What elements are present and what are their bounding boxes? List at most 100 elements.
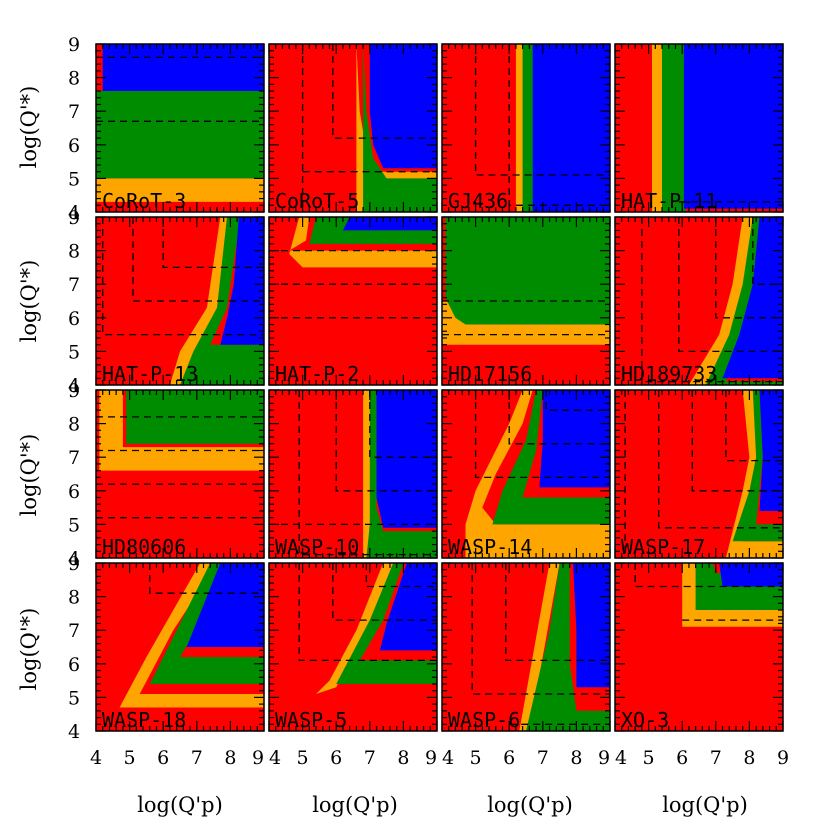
x-tick-label: 5 [643,747,655,769]
x-tick-label: 8 [570,747,582,769]
x-tick-label: 9 [425,747,437,769]
y-tick-label: 4 [68,721,80,743]
tick-marks [614,562,784,732]
y-axis-label: log(Q'*) [17,86,41,169]
panel-title: WASP-5 [275,708,347,732]
region-green [149,563,264,684]
x-tick-label: 8 [397,747,409,769]
region-orange [519,563,560,731]
panel-frame [441,389,611,559]
dashed-contour [658,390,783,529]
panel-title: GJ436 [448,189,508,213]
region-green [445,217,610,325]
x-axis-label: log(Q'p) [662,793,748,817]
region-blue [759,390,783,511]
panel-frame [268,43,438,213]
panel-frame [95,216,265,386]
tick-marks [268,562,438,732]
tick-marks [268,43,438,213]
dashed-contour [545,390,610,411]
region-blue [102,44,264,91]
tick-marks [268,389,438,559]
panel-title: CoRoT-5 [275,189,359,213]
y-tick-label: 7 [68,101,80,123]
dashed-contour [508,390,610,445]
region-orange [442,301,610,345]
x-tick-label: 6 [330,747,342,769]
dashed-contour [471,563,610,695]
region-blue [379,563,437,651]
region-green [732,390,783,542]
dashed-contour [505,563,610,662]
x-tick-label: 5 [297,747,309,769]
panel-title: WASP-17 [621,535,705,559]
region-green [526,563,610,731]
y-tick-label: 5 [68,341,80,363]
region-blue [186,563,264,647]
panel-gj436: GJ436 [441,43,611,213]
dashed-contour [725,390,783,462]
tick-marks [441,562,611,732]
x-tick-label: 4 [269,747,281,769]
dashed-contour [298,390,437,556]
region-orange [316,563,394,694]
panel-frame [95,43,265,213]
region-blue [369,44,437,169]
axis-labels-layer: log(Q'p) log(Q'p) log(Q'p) log(Q'p) log(… [17,86,748,817]
dashed-contour [474,390,610,479]
y-tick-label: 8 [68,587,80,609]
panel-hd17156: HD17156 [441,216,611,386]
y-tick-label: 7 [68,274,80,296]
tick-marks [614,389,784,559]
y-tick-label: 6 [68,481,80,503]
dashed-contour [634,563,783,588]
panel-title: HD80606 [102,535,186,559]
dashed-contour [474,44,610,176]
x-tick-label: 5 [124,747,136,769]
panel-wasp-17: WASP-17 [614,389,784,559]
panel-title: WASP-14 [448,535,532,559]
panel-frame [441,216,611,386]
dashed-contour [678,217,783,353]
panel-hat-p-13: HAT-P-13 [95,216,265,386]
y-tick-label: 7 [68,447,80,469]
panel-title: CoRoT-3 [102,189,186,213]
dashed-contour [691,390,783,492]
region-green [492,390,610,525]
tick-marks [95,389,265,559]
x-axis-label: log(Q'p) [137,793,223,817]
dashed-contour [715,217,783,319]
y-tick-label: 4 [68,375,80,397]
dashed-contour [298,563,437,662]
x-tick-label: 7 [364,747,376,769]
panel-frame [95,562,265,732]
x-axis-label: log(Q'p) [312,793,398,817]
y-axis-label: log(Q'*) [17,260,41,343]
x-tick-label: 4 [90,747,102,769]
region-blue [722,217,783,379]
region-green [705,217,783,385]
x-tick-label: 9 [777,747,789,769]
y-tick-label: 6 [68,135,80,157]
panel-corot-5: CoRoT-5 [268,43,438,213]
y-tick-label: 6 [68,654,80,676]
region-orange [96,178,264,202]
panel-frame [614,43,784,213]
y-axis-label: log(Q'*) [17,608,41,691]
panel-wasp-14: WASP-14 [441,389,611,559]
panel-frame [441,43,611,213]
x-tick-label: 5 [470,747,482,769]
panel-frame [441,562,611,732]
panel-hat-p-2: HAT-P-2 [268,216,438,386]
region-green [366,390,437,558]
panel-title: HD17156 [448,362,532,386]
y-tick-label: 9 [68,380,80,402]
panel-corot-3: CoRoT-3 [95,43,265,213]
dashed-contour [132,217,264,302]
region-green [336,563,437,684]
tick-marks [95,43,265,213]
y-tick-label: 5 [68,514,80,536]
dashed-contour [102,217,264,336]
region-blue [719,563,783,587]
